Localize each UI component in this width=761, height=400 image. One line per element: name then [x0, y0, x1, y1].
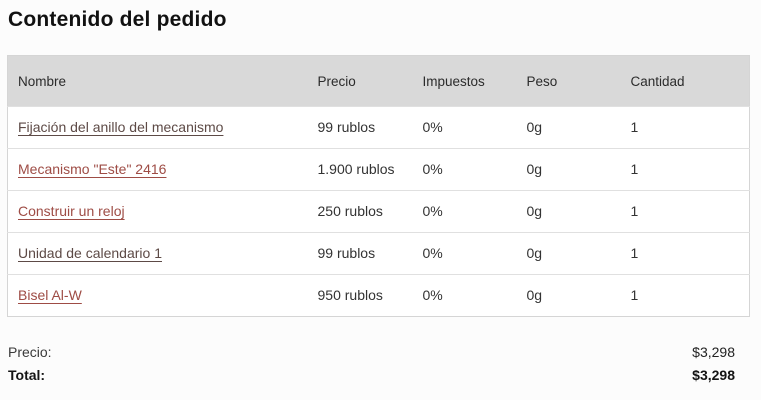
item-price-cell: 99 rublos [307, 232, 413, 275]
item-weight-cell: 0g [516, 106, 621, 149]
table-row: Construir un reloj 250 rublos 0% 0g 1 [7, 190, 750, 233]
item-tax-cell: 0% [412, 232, 517, 275]
item-quantity-cell: 1 [620, 190, 750, 233]
column-header-price: Precio [307, 55, 413, 107]
column-header-name: Nombre [7, 55, 308, 107]
item-weight-cell: 0g [516, 274, 621, 317]
item-tax-cell: 0% [412, 190, 517, 233]
order-contents-page: Contenido del pedido Nombre Precio Impue… [7, 8, 750, 387]
item-name-cell: Mecanismo "Este" 2416 [7, 148, 308, 191]
item-price-cell: 250 rublos [307, 190, 413, 233]
item-quantity-cell: 1 [620, 148, 750, 191]
order-summary: Precio: $3,298 Total: $3,298 [8, 341, 735, 387]
item-name-cell: Fijación del anillo del mecanismo [7, 106, 308, 149]
item-quantity-cell: 1 [620, 232, 750, 275]
table-row: Fijación del anillo del mecanismo 99 rub… [7, 106, 750, 149]
table-header: Nombre Precio Impuestos Peso Cantidad [7, 55, 750, 107]
item-link[interactable]: Bisel Al-W [18, 287, 82, 303]
item-price-cell: 950 rublos [307, 274, 413, 317]
item-weight-cell: 0g [516, 190, 621, 233]
item-quantity-cell: 1 [620, 106, 750, 149]
column-header-weight: Peso [516, 55, 621, 107]
item-link[interactable]: Mecanismo "Este" 2416 [18, 161, 167, 177]
table-header-row: Nombre Precio Impuestos Peso Cantidad [7, 55, 750, 107]
table-row: Bisel Al-W 950 rublos 0% 0g 1 [7, 274, 750, 317]
summary-price-label: Precio: [8, 344, 52, 360]
item-tax-cell: 0% [412, 274, 517, 317]
summary-price-row: Precio: $3,298 [8, 341, 735, 364]
item-link[interactable]: Construir un reloj [18, 203, 125, 219]
summary-total-row: Total: $3,298 [8, 364, 735, 387]
summary-total-label: Total: [8, 367, 46, 383]
item-weight-cell: 0g [516, 232, 621, 275]
item-tax-cell: 0% [412, 106, 517, 149]
item-tax-cell: 0% [412, 148, 517, 191]
item-price-cell: 1.900 rublos [307, 148, 413, 191]
item-quantity-cell: 1 [620, 274, 750, 317]
summary-total-value: $3,298 [692, 367, 735, 383]
summary-price-value: $3,298 [692, 344, 735, 360]
table-body: Fijación del anillo del mecanismo 99 rub… [7, 106, 750, 317]
item-link[interactable]: Unidad de calendario 1 [18, 245, 162, 261]
order-table-container: Nombre Precio Impuestos Peso Cantidad Fi… [7, 55, 750, 317]
item-price-cell: 99 rublos [307, 106, 413, 149]
item-weight-cell: 0g [516, 148, 621, 191]
page-title: Contenido del pedido [8, 8, 227, 31]
column-header-quantity: Cantidad [620, 55, 750, 107]
item-name-cell: Construir un reloj [7, 190, 308, 233]
table-row: Unidad de calendario 1 99 rublos 0% 0g 1 [7, 232, 750, 275]
column-header-taxes: Impuestos [412, 55, 517, 107]
item-name-cell: Unidad de calendario 1 [7, 232, 308, 275]
item-name-cell: Bisel Al-W [7, 274, 308, 317]
item-link[interactable]: Fijación del anillo del mecanismo [18, 119, 224, 135]
order-items-table: Nombre Precio Impuestos Peso Cantidad Fi… [7, 55, 750, 317]
table-row: Mecanismo "Este" 2416 1.900 rublos 0% 0g… [7, 148, 750, 191]
